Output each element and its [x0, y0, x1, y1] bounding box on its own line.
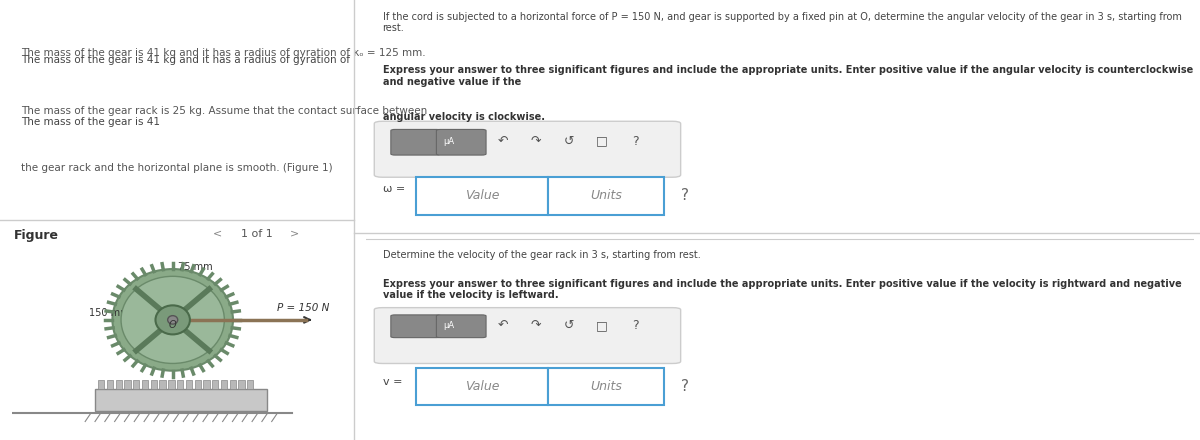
FancyBboxPatch shape: [374, 308, 680, 363]
FancyBboxPatch shape: [212, 380, 218, 389]
Text: angular velocity is clockwise.: angular velocity is clockwise.: [383, 112, 545, 122]
Text: 150 mm: 150 mm: [90, 308, 130, 318]
FancyBboxPatch shape: [125, 380, 131, 389]
Text: ↺: ↺: [564, 135, 574, 147]
FancyBboxPatch shape: [194, 380, 200, 389]
Text: Value: Value: [464, 189, 499, 202]
Text: ↺: ↺: [564, 319, 574, 332]
Text: the gear rack and the horizontal plane is smooth. (Figure 1): the gear rack and the horizontal plane i…: [22, 163, 332, 173]
FancyBboxPatch shape: [107, 380, 113, 389]
Text: >: >: [290, 229, 300, 239]
Text: Determine the velocity of the gear rack in 3 s, starting from rest.: Determine the velocity of the gear rack …: [383, 250, 701, 260]
FancyBboxPatch shape: [178, 380, 184, 389]
Text: Value: Value: [464, 380, 499, 393]
Circle shape: [121, 276, 224, 363]
Text: ↶: ↶: [497, 319, 508, 332]
FancyBboxPatch shape: [186, 380, 192, 389]
FancyBboxPatch shape: [168, 380, 174, 389]
FancyBboxPatch shape: [437, 315, 486, 337]
FancyBboxPatch shape: [221, 380, 227, 389]
FancyBboxPatch shape: [415, 368, 548, 405]
Text: Express your answer to three significant figures and include the appropriate uni: Express your answer to three significant…: [383, 279, 1181, 300]
Text: ?: ?: [680, 188, 689, 203]
Text: Units: Units: [590, 380, 622, 393]
Circle shape: [113, 269, 233, 370]
FancyBboxPatch shape: [239, 380, 245, 389]
Text: ↷: ↷: [530, 319, 541, 332]
FancyBboxPatch shape: [548, 368, 664, 405]
Text: ω =: ω =: [383, 184, 404, 194]
Text: The mass of the gear rack is 25 kg. Assume that the contact surface between: The mass of the gear rack is 25 kg. Assu…: [22, 106, 427, 116]
FancyBboxPatch shape: [98, 380, 104, 389]
Text: P = 150 N: P = 150 N: [277, 304, 330, 313]
Text: Units: Units: [590, 189, 622, 202]
FancyBboxPatch shape: [391, 315, 440, 337]
Text: 75 mm: 75 mm: [179, 262, 214, 272]
FancyBboxPatch shape: [391, 129, 440, 155]
Text: 1 of 1: 1 of 1: [241, 229, 272, 239]
Text: ↶: ↶: [497, 135, 508, 147]
FancyBboxPatch shape: [374, 121, 680, 177]
FancyBboxPatch shape: [548, 177, 664, 215]
Text: μA: μA: [443, 136, 455, 146]
Text: If the cord is subjected to a horizontal force of P = 150 N, and gear is support: If the cord is subjected to a horizontal…: [383, 11, 1182, 33]
Text: The mass of the gear is 41 kg and it has a radius of gyration of κₒ = 125 mm.: The mass of the gear is 41 kg and it has…: [22, 48, 426, 59]
FancyBboxPatch shape: [437, 129, 486, 155]
FancyBboxPatch shape: [229, 380, 236, 389]
FancyBboxPatch shape: [133, 380, 139, 389]
FancyBboxPatch shape: [151, 380, 157, 389]
FancyBboxPatch shape: [203, 380, 210, 389]
Text: μA: μA: [443, 321, 455, 330]
Text: ?: ?: [680, 379, 689, 394]
Text: <: <: [212, 229, 222, 239]
Text: ?: ?: [631, 319, 638, 332]
Text: The mass of the gear is 41 kg and it has a radius of gyration of: The mass of the gear is 41 kg and it has…: [22, 55, 354, 65]
FancyBboxPatch shape: [247, 380, 253, 389]
Text: The mass of the gear is 41: The mass of the gear is 41: [22, 117, 163, 127]
Text: O: O: [169, 320, 176, 330]
FancyBboxPatch shape: [95, 389, 268, 411]
Text: □: □: [596, 135, 608, 147]
FancyBboxPatch shape: [415, 177, 548, 215]
Text: ↷: ↷: [530, 135, 541, 147]
Text: Figure: Figure: [14, 229, 59, 242]
Text: ?: ?: [631, 135, 638, 147]
Circle shape: [156, 305, 190, 334]
FancyBboxPatch shape: [160, 380, 166, 389]
Text: v =: v =: [383, 377, 402, 387]
Circle shape: [168, 315, 178, 324]
Text: □: □: [596, 319, 608, 332]
FancyBboxPatch shape: [142, 380, 149, 389]
FancyBboxPatch shape: [115, 380, 122, 389]
Text: Express your answer to three significant figures and include the appropriate uni: Express your answer to three significant…: [383, 65, 1193, 87]
